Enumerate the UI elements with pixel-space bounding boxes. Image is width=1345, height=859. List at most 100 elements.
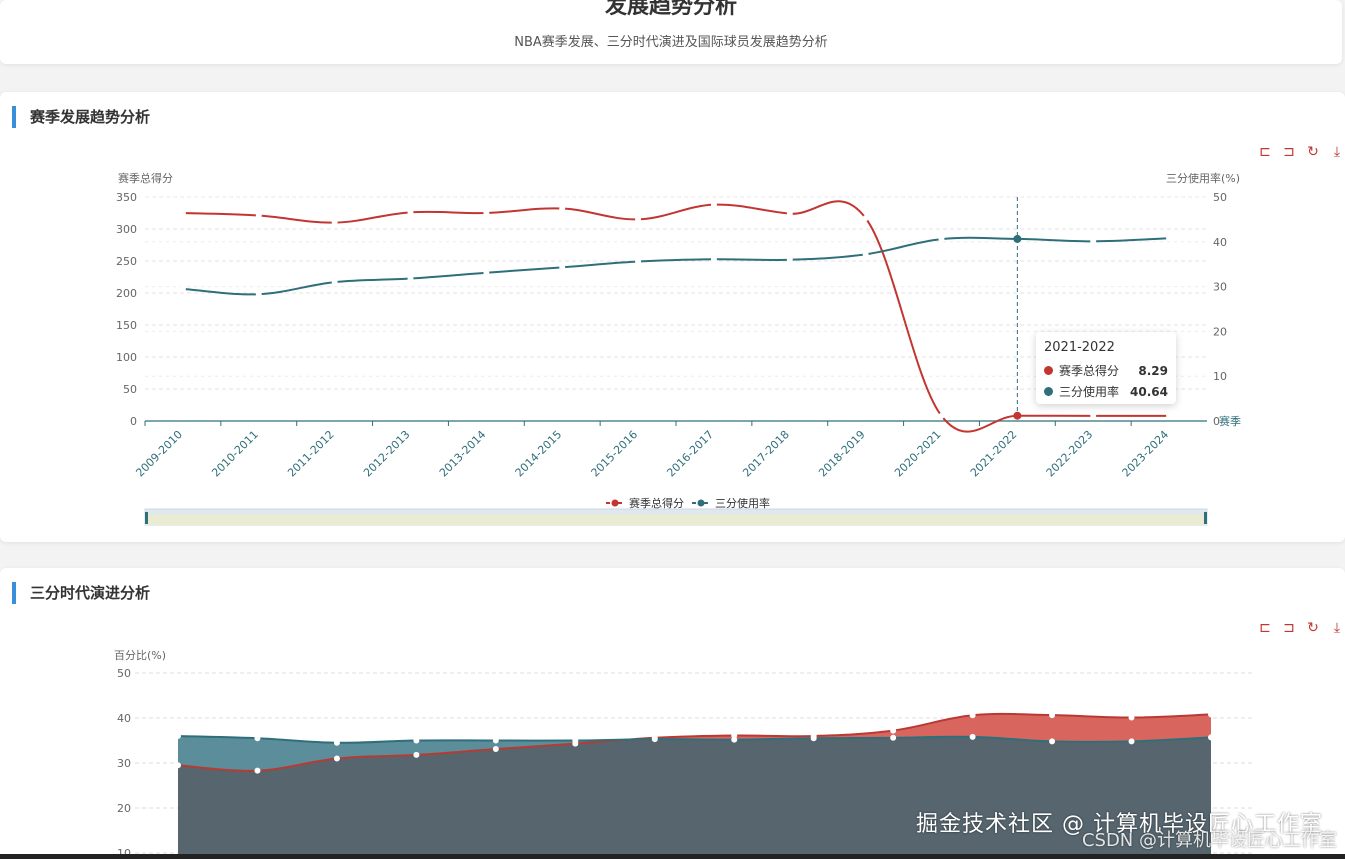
y-axis-title: 百分比(%) <box>114 649 166 662</box>
legend-marker <box>697 499 705 507</box>
datazoom-fill <box>145 514 1207 525</box>
y-tick-label-right: 0 <box>1213 415 1220 428</box>
x-tick-label: 2020-2021 <box>892 428 944 480</box>
x-tick-label: 2009-2010 <box>133 428 185 480</box>
tooltip-dot-score <box>1044 366 1053 375</box>
data-point <box>1013 234 1022 243</box>
tooltip-series-value: 8.29 <box>1138 363 1168 378</box>
data-point <box>710 201 717 208</box>
y-tick-label-left: 0 <box>130 415 137 428</box>
y-tick-label-right: 40 <box>1213 236 1227 249</box>
y-tick-label: 40 <box>117 712 131 725</box>
y-tick-label-left: 100 <box>116 351 137 364</box>
x-tick-label: 2014-2015 <box>513 428 565 480</box>
data-point <box>483 210 490 216</box>
data-point <box>333 755 340 762</box>
zoom-reset-icon[interactable]: ⊐ <box>1283 144 1295 160</box>
data-point <box>255 212 262 219</box>
data-point <box>1208 734 1214 741</box>
datazoom-handle-left <box>145 512 148 524</box>
x-tick-label: 2021-2022 <box>968 428 1020 480</box>
data-point <box>786 256 793 263</box>
data-point <box>969 712 976 719</box>
zoom-reset-icon[interactable]: ⊐ <box>1283 620 1295 636</box>
data-point <box>175 733 181 739</box>
zoom-icon[interactable]: ⊏ <box>1259 144 1271 160</box>
y-tick-label-left: 300 <box>116 223 137 236</box>
x-tick-label: 2010-2011 <box>209 428 261 480</box>
restore-icon[interactable]: ↻ <box>1307 620 1319 636</box>
series-line <box>182 236 1170 296</box>
data-point <box>1208 711 1214 718</box>
data-point <box>890 727 897 734</box>
save-image-icon[interactable]: ⤓ <box>1333 144 1341 160</box>
season-trend-section: 赛季发展趋势分析 ⊏ ⊐ ↻ ⤓ 0 50 100 150 200 250 300 350 0 1… <box>0 92 1345 542</box>
zoom-icon[interactable]: ⊏ <box>1259 620 1271 636</box>
data-point <box>635 216 642 223</box>
tooltip-series-name: 三分使用率 <box>1059 385 1120 399</box>
data-point <box>938 412 945 419</box>
data-point <box>331 279 338 286</box>
data-point <box>890 734 897 741</box>
restore-icon[interactable]: ↻ <box>1307 144 1319 160</box>
data-point <box>862 215 869 222</box>
data-point <box>1090 412 1097 419</box>
header-card: 发展趋势分析 NBA赛季发展、三分时代演进及国际球员发展趋势分析 <box>0 0 1342 64</box>
x-tick-label: 2011-2012 <box>285 428 337 480</box>
data-point <box>413 751 420 758</box>
y-tick-label-left: 150 <box>116 319 137 332</box>
y-tick-label-left: 50 <box>123 383 137 396</box>
tooltip-series-value: 40.64 <box>1130 384 1168 399</box>
x-tick-label: 2012-2013 <box>361 428 413 480</box>
data-point <box>731 736 738 743</box>
tooltip-dot-3pt <box>1044 387 1053 396</box>
data-point <box>862 251 869 258</box>
data-point <box>175 762 181 769</box>
bottom-bar <box>0 854 1345 859</box>
data-point <box>179 285 186 292</box>
series-line <box>182 200 1170 433</box>
data-point <box>786 210 793 217</box>
datazoom-handle-right <box>1204 512 1207 524</box>
save-image-icon[interactable]: ⤓ <box>1333 620 1341 636</box>
y-axis-title-right: 三分使用率(%) <box>1166 171 1240 185</box>
data-point <box>938 236 945 243</box>
data-point <box>492 746 499 753</box>
series-line <box>177 735 1212 744</box>
data-point <box>179 210 186 216</box>
x-tick-label: 2016-2017 <box>664 428 716 480</box>
data-point <box>255 291 262 298</box>
y-tick-label-right: 50 <box>1213 191 1227 204</box>
watermark-csdn: CSDN @计算机毕设匠心工作室 <box>1081 830 1337 851</box>
chart-toolbox: ⊏ ⊐ ↻ ⤓ <box>1257 620 1345 636</box>
data-point <box>492 737 499 744</box>
x-tick-label: 2018-2019 <box>816 428 868 480</box>
tooltip-series-name: 赛季总得分 <box>1059 364 1120 378</box>
data-point <box>710 256 717 263</box>
x-tick-label: 2017-2018 <box>740 428 792 480</box>
data-point <box>1049 738 1056 745</box>
data-point <box>572 737 579 744</box>
data-point <box>413 737 420 744</box>
y-tick-label-right: 10 <box>1213 370 1227 383</box>
data-point <box>331 219 338 226</box>
data-point <box>407 275 414 282</box>
data-point <box>254 735 261 742</box>
tooltip-row: 赛季总得分 8.29 <box>1044 360 1168 381</box>
y-tick-label-left: 200 <box>116 287 137 300</box>
data-point <box>1013 411 1022 420</box>
legend-label: 三分使用率 <box>715 496 770 510</box>
x-tick-label: 2022-2023 <box>1044 428 1096 480</box>
three-point-era-section: 三分时代演进分析 ⊏ ⊐ ↻ ⤓ 10 20 30 40 50 百分比(%) <box>0 568 1345 859</box>
y-tick-label-left: 350 <box>116 191 137 204</box>
data-point <box>635 258 642 265</box>
page-subtitle: NBA赛季发展、三分时代演进及国际球员发展趋势分析 <box>514 35 828 50</box>
data-point <box>1049 712 1056 719</box>
y-tick-label: 20 <box>117 802 131 815</box>
data-point <box>810 735 817 742</box>
tooltip-title: 2021-2022 <box>1044 340 1115 355</box>
data-point <box>1128 738 1135 745</box>
x-tick-label: 2015-2016 <box>589 428 641 480</box>
